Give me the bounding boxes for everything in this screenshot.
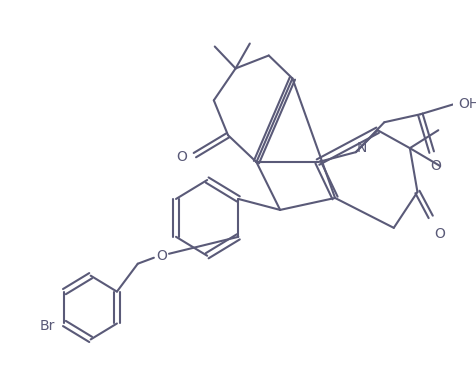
Text: O: O bbox=[156, 249, 167, 263]
Text: OH: OH bbox=[457, 97, 476, 111]
Text: Br: Br bbox=[40, 320, 55, 333]
Text: O: O bbox=[176, 150, 187, 164]
Text: N: N bbox=[356, 141, 366, 155]
Text: O: O bbox=[433, 227, 444, 241]
Text: O: O bbox=[429, 159, 440, 173]
